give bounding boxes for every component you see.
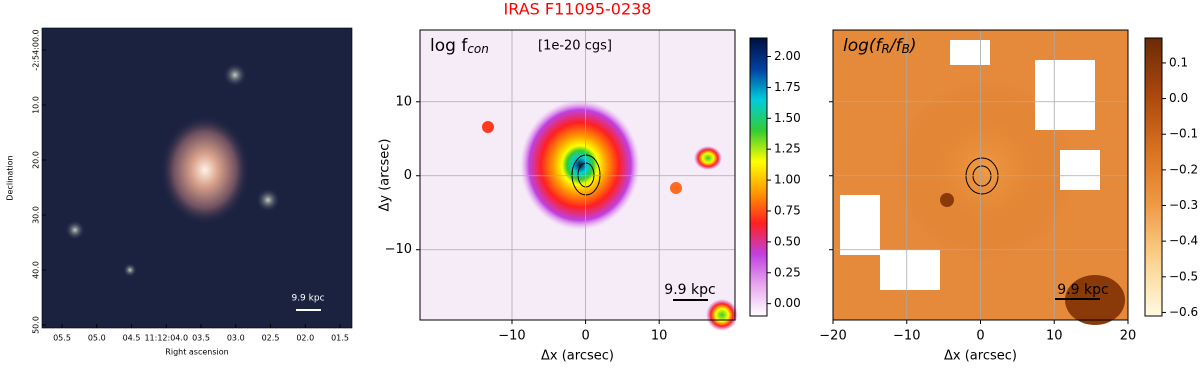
panel-label-part: con <box>467 42 489 56</box>
y-tick-label: 50.0 <box>32 316 41 334</box>
x-tick-label: 01.5 <box>331 334 349 343</box>
colorbar-tick-label: −0.2 <box>1169 162 1198 176</box>
unit-label: [1e-20 cgs] <box>538 39 612 54</box>
scale-label: 9.9 kpc <box>664 282 715 298</box>
colorbar-tick-label: 1.25 <box>774 142 801 156</box>
x-axis-label: Δx (arcsec) <box>944 349 1017 364</box>
colorbar-tick-label: 0.0 <box>1169 91 1188 105</box>
y-axis-label: Declination <box>6 155 15 200</box>
colorbar-tick-label: −0.5 <box>1169 269 1198 283</box>
colorbar-tick-label: 0.75 <box>774 203 801 217</box>
colorbar <box>749 37 768 317</box>
panel-label-part: R <box>882 42 890 56</box>
panel-label: log(fR/fB) <box>843 36 916 56</box>
y-tick-label: 10 <box>395 94 412 109</box>
colorbar <box>1144 37 1163 317</box>
x-tick-label: 20 <box>1120 329 1137 344</box>
y-axis-label: Δy (arcsec) <box>378 139 393 212</box>
x-tick-label: 05.5 <box>53 334 71 343</box>
rgb-image <box>42 28 352 328</box>
colorbar-tick-label: 2.00 <box>774 49 801 63</box>
x-tick-label: 11:12:04.0 <box>144 334 188 343</box>
colorbar-tick-label: 1.75 <box>774 80 801 94</box>
colorbar-tick-label: −0.4 <box>1169 234 1198 248</box>
y-tick-label: 10.0 <box>32 96 41 114</box>
frame <box>41 27 353 329</box>
y-tick-label: 30.0 <box>32 206 41 224</box>
x-tick-label: 02.0 <box>296 334 314 343</box>
frame <box>832 29 1129 321</box>
colorbar-tick-label: 0.25 <box>774 265 801 279</box>
chart-title: IRAS F11095-0238 <box>504 0 652 19</box>
x-tick-label: 05.0 <box>88 334 106 343</box>
x-tick-label: 04.5 <box>123 334 141 343</box>
colorbar-tick-label: 0.00 <box>774 296 801 310</box>
x-tick-label: 03.0 <box>227 334 245 343</box>
scale-label: 9.9 kpc <box>291 294 324 304</box>
x-tick-label: −20 <box>819 329 846 344</box>
colorbar-tick-label: 0.50 <box>774 234 801 248</box>
y-tick-label: −10 <box>385 242 412 257</box>
x-axis-label: Right ascension <box>165 348 228 357</box>
y-tick-label: 40.0 <box>32 261 41 279</box>
x-tick-label: −10 <box>893 329 920 344</box>
panel-label-part: ) <box>908 36 917 56</box>
colorbar-tick-label: 1.00 <box>774 173 801 187</box>
colorbar-tick-label: −0.3 <box>1169 198 1198 212</box>
x-tick-label: 0 <box>581 329 589 344</box>
colorbar-tick-label: −0.6 <box>1169 305 1198 319</box>
flux-map <box>420 30 738 331</box>
panel-label: log fcon <box>430 36 489 56</box>
y-tick-label: -2:54:00.0 <box>32 29 41 70</box>
y-tick-label: 0 <box>404 168 412 183</box>
panel-label-part: /f <box>888 36 905 56</box>
x-tick-label: 10 <box>1046 329 1063 344</box>
y-tick-label: 20.0 <box>32 151 41 169</box>
scale-label: 9.9 kpc <box>1057 282 1108 298</box>
colorbar-tick-label: 1.50 <box>774 111 801 125</box>
x-tick-label: −10 <box>498 329 525 344</box>
panel-label-part: log f <box>430 36 468 56</box>
panel-label-part: B <box>902 42 910 56</box>
x-tick-label: 10 <box>651 329 668 344</box>
colorbar-tick-label: 0.1 <box>1169 55 1188 69</box>
x-tick-label: 03.5 <box>192 334 210 343</box>
frame <box>419 29 736 321</box>
colorbar-tick-label: −0.1 <box>1169 127 1198 141</box>
panel-label-part: log(f <box>843 36 885 56</box>
x-axis-label: Δx (arcsec) <box>541 349 614 364</box>
x-tick-label: 0 <box>976 329 984 344</box>
x-tick-label: 02.5 <box>262 334 280 343</box>
